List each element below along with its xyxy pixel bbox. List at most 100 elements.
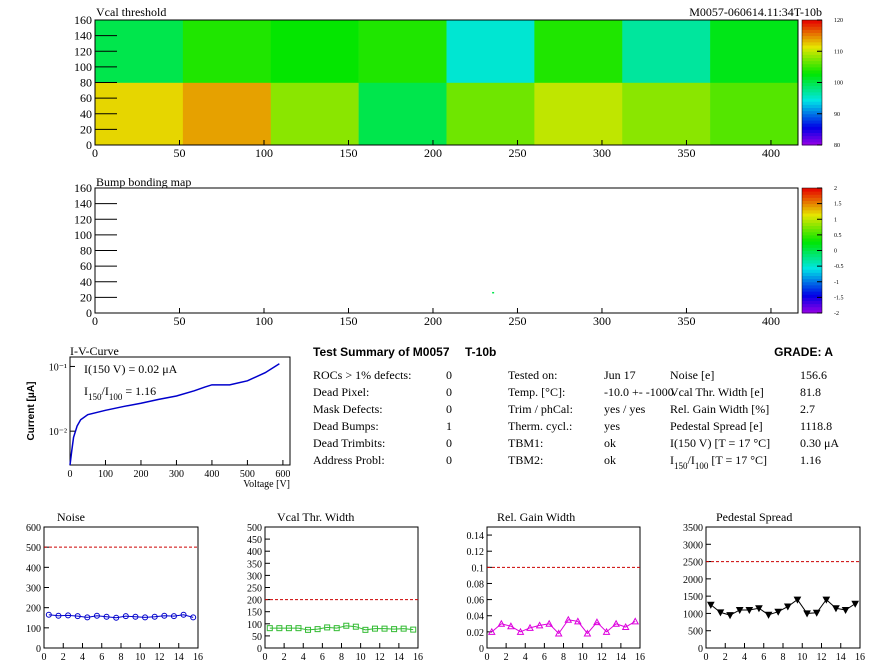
palette-label: 80 — [834, 143, 840, 149]
x-tick-label: 12 — [155, 652, 165, 663]
palette-step — [802, 135, 822, 140]
chart-title: Bump bonding map — [96, 175, 191, 189]
x-tick-label: 6 — [761, 652, 766, 663]
palette-label: 120 — [834, 18, 843, 24]
y-tick-label: 60 — [80, 91, 92, 105]
palette-step — [802, 244, 822, 248]
x-tick-label: 14 — [836, 652, 846, 663]
y-tick-label: 450 — [247, 535, 262, 546]
marker — [343, 622, 350, 629]
palette-label: 1.5 — [834, 202, 842, 208]
x-tick-label: 6 — [99, 652, 104, 663]
x-tick-label: 4 — [301, 652, 306, 663]
summary-label-part: Dead Pixel: — [313, 385, 369, 399]
x-tick-label: 2 — [723, 652, 728, 663]
y-tick-label: 120 — [74, 212, 92, 226]
summary-label: Dead Pixel: — [313, 385, 369, 399]
x-tick-label: 16 — [413, 652, 423, 663]
palette-label: -0.5 — [834, 264, 844, 270]
annotation: I150/I100 = 1.16 — [84, 384, 156, 402]
marker — [507, 622, 515, 630]
x-tick-label: 250 — [508, 146, 526, 160]
marker — [74, 613, 81, 620]
x-tick-label: 10 — [797, 652, 807, 663]
chart-title: Pedestal Spread — [716, 510, 792, 524]
palette-step — [802, 54, 822, 58]
y-tick-label: 80 — [80, 76, 92, 90]
x-tick-label: 12 — [817, 652, 827, 663]
marker — [324, 624, 331, 631]
x-tick-label: 0 — [68, 469, 73, 480]
x-tick-label: 8 — [339, 652, 344, 663]
marker — [276, 625, 283, 632]
heat-cell — [446, 82, 535, 146]
y-tick-label: 600 — [26, 523, 41, 534]
heat-cell — [182, 20, 272, 83]
summary-label: I150/I100 [T = 17 °C] — [670, 453, 767, 471]
y-tick-label: 10⁻² — [49, 427, 67, 438]
summary-value: 0 — [446, 402, 452, 416]
x-tick-label: 0 — [92, 146, 98, 160]
x-tick-label: 14 — [394, 652, 404, 663]
x-tick-label: 0 — [263, 652, 268, 663]
palette-label: 90 — [834, 112, 840, 118]
marker — [362, 626, 369, 633]
marker — [295, 625, 302, 632]
y-tick-label: 0.1 — [472, 563, 485, 574]
marker — [764, 611, 773, 619]
palette-step — [802, 23, 822, 27]
summary-label-part: Address Probl: — [313, 453, 385, 467]
annotation-part: I — [84, 384, 88, 398]
heat-cell — [446, 20, 535, 83]
x-tick-label: 8 — [119, 652, 124, 663]
x-tick-label: 400 — [204, 469, 219, 480]
palette-step — [802, 123, 822, 127]
y-tick-label: 0 — [36, 644, 41, 655]
heat-cell — [270, 82, 359, 146]
marker — [103, 613, 110, 620]
palette-step — [802, 79, 822, 83]
y-tick-label: 100 — [74, 228, 92, 242]
marker — [554, 629, 563, 637]
x-tick-label: 8 — [781, 652, 786, 663]
palette-step — [802, 107, 822, 112]
palette-label: 1 — [834, 217, 837, 223]
summary-label-part: TBM2: — [508, 453, 543, 467]
y-tick-label: 1000 — [683, 609, 703, 620]
palette-step — [802, 200, 822, 205]
marker — [84, 614, 91, 621]
summary-label: Rel. Gain Width [%] — [670, 402, 769, 416]
y-tick-label: 40 — [80, 107, 92, 121]
palette-step — [802, 91, 822, 96]
summary-label-part: /I — [688, 453, 695, 467]
x-tick-label: 8 — [561, 652, 566, 663]
palette-step — [802, 51, 822, 55]
chart-title: I-V-Curve — [70, 344, 119, 358]
summary-label-part: Vcal Thr. Width [e] — [670, 385, 764, 399]
marker — [190, 614, 197, 621]
palette-step — [802, 98, 822, 102]
x-tick-label: 250 — [508, 314, 526, 328]
y-tick-label: 100 — [247, 620, 262, 631]
palette-step — [802, 250, 822, 255]
palette-step — [802, 253, 822, 258]
marker — [180, 611, 187, 618]
summary-module: T-10b — [465, 345, 496, 359]
palette-step — [802, 231, 822, 236]
summary-label: Therm. cycl.: — [508, 419, 572, 433]
palette-step — [802, 116, 822, 121]
marker — [716, 609, 725, 617]
x-tick-label: 400 — [762, 314, 780, 328]
heat-cell — [270, 20, 359, 83]
x-tick-label: 400 — [762, 146, 780, 160]
palette-step — [802, 38, 822, 43]
palette-step — [802, 269, 822, 273]
marker — [516, 627, 525, 635]
palette-step — [802, 284, 822, 289]
y-tick-label: 40 — [80, 275, 92, 289]
x-tick-label: 0 — [485, 652, 490, 663]
palette-step — [802, 266, 822, 270]
summary-value: 81.8 — [800, 385, 821, 399]
summary-label-part: [T = 17 °C] — [708, 453, 767, 467]
header-right: M0057-060614.11:34T-10b — [689, 5, 822, 19]
